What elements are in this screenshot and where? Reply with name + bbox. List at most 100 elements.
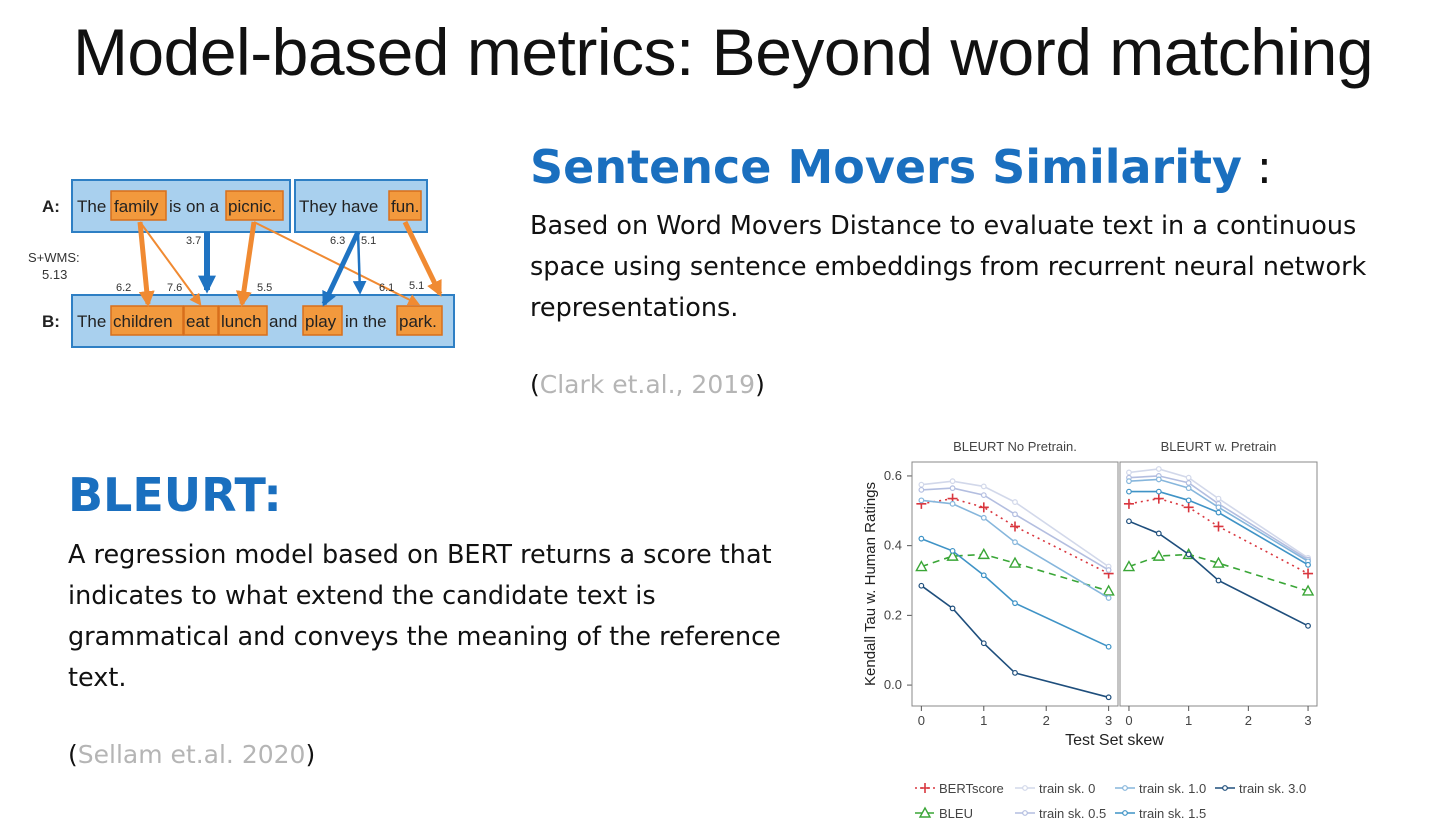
data-point	[1215, 509, 1222, 516]
data-point	[946, 549, 959, 561]
data-point	[949, 547, 956, 554]
data-point	[1155, 530, 1162, 537]
data-point	[1183, 502, 1194, 513]
legend-label: train sk. 1.5	[1139, 806, 1206, 821]
x-tick-label: 1	[980, 713, 987, 728]
word-fun: fun.	[391, 197, 419, 216]
sms-cite-open: (	[530, 370, 540, 399]
sms-heading-colon: :	[1241, 140, 1273, 194]
weight-family-eat: 7.6	[167, 282, 182, 294]
data-point	[918, 481, 925, 488]
legend-label: train sk. 0.5	[1039, 806, 1106, 821]
data-point	[980, 492, 987, 499]
data-point	[1305, 561, 1311, 568]
word-eat: eat	[186, 312, 210, 331]
weight-picnic-park: 6.1	[379, 282, 394, 294]
y-tick-label: 0.2	[884, 607, 902, 622]
data-point	[949, 605, 956, 612]
bleurt-heading: BLEURT:	[68, 468, 282, 522]
legend-label: BERTscore	[939, 781, 1004, 796]
word-play-box	[302, 305, 343, 336]
data-point	[977, 547, 990, 560]
sentence-movers-diagram: The family is on a picnic. They have fun…	[28, 179, 455, 348]
data-point	[1185, 474, 1192, 481]
label-a: A:	[42, 197, 60, 216]
x-tick-label: 3	[1105, 713, 1112, 728]
data-point	[1185, 497, 1192, 504]
data-point	[1123, 498, 1134, 509]
data-point	[1155, 488, 1162, 495]
data-point	[1185, 485, 1192, 492]
weight-picnic-lunch: 5.5	[257, 282, 272, 294]
word-a-the: The	[77, 197, 106, 216]
x-tick-label: 3	[1304, 713, 1311, 728]
sms-heading: Sentence Movers Similarity :	[530, 140, 1272, 194]
sms-cite-close: )	[755, 370, 765, 399]
data-point	[949, 500, 956, 507]
sms-description: Based on Word Movers Distance to evaluat…	[530, 211, 1367, 323]
legend-label: train sk. 0	[1039, 781, 1095, 796]
data-point	[980, 640, 987, 647]
arrow-fun-park	[402, 220, 443, 297]
sms-cite-link[interactable]: Clark et.al., 2019	[539, 370, 756, 399]
data-point	[1126, 518, 1132, 525]
bleurt-citation: (Sellam et.al. 2020)	[68, 740, 315, 769]
data-point	[1102, 584, 1115, 596]
data-point	[1126, 469, 1132, 476]
legend-label: BLEU	[939, 806, 973, 821]
data-point	[1008, 556, 1022, 568]
x-tick-label: 0	[918, 713, 925, 728]
word-children-box	[110, 305, 184, 336]
weight-family-children: 6.2	[116, 282, 131, 294]
bleurt-cite-open: (	[68, 740, 78, 769]
data-point	[1305, 622, 1311, 629]
data-point	[1126, 478, 1132, 485]
data-point	[1213, 521, 1224, 532]
data-point	[1126, 488, 1132, 495]
data-point	[980, 514, 987, 521]
data-point	[1215, 495, 1222, 502]
label-b: B:	[42, 312, 60, 331]
legend-marker	[1122, 785, 1128, 791]
legend-label: train sk. 1.0	[1139, 781, 1206, 796]
data-point	[1155, 466, 1162, 472]
x-tick-label: 2	[1245, 713, 1252, 728]
data-point	[1105, 643, 1112, 650]
word-play: play	[305, 312, 337, 331]
word-park-box	[396, 305, 443, 336]
x-tick-label: 2	[1043, 713, 1050, 728]
data-point	[1185, 480, 1192, 486]
word-lunch-box	[218, 305, 268, 336]
data-point	[949, 485, 956, 492]
word-family-box	[110, 190, 167, 221]
data-point	[1012, 669, 1018, 676]
arrow-a2-b	[352, 231, 367, 295]
bleurt-description: A regression model based on BERT returns…	[68, 540, 781, 693]
weight-a2-b: 5.1	[361, 235, 376, 247]
word-they-have: They have	[299, 197, 378, 216]
sms-heading-text: Sentence Movers Similarity	[530, 140, 1242, 194]
bleurt-cite-link[interactable]: Sellam et.al. 2020	[77, 740, 306, 769]
weight-fun-park: 5.1	[409, 280, 424, 292]
word-b-the: The	[77, 312, 106, 331]
data-point	[915, 560, 928, 572]
word-picnic: picnic.	[228, 197, 276, 216]
bleurt-chart: 0.0 0.2 0.4 0.6 Kendall Tau w. Human Ratings…	[862, 439, 1318, 821]
y-tick-label: 0.6	[884, 468, 902, 483]
data-point	[1012, 511, 1018, 518]
data-point	[1303, 568, 1314, 579]
data-point	[918, 582, 925, 589]
legend-label: train sk. 3.0	[1239, 781, 1306, 796]
score-value: 5.13	[42, 267, 67, 282]
sms-citation: (Clark et.al., 2019)	[530, 370, 765, 399]
data-point	[1122, 560, 1136, 572]
arrow-family-children	[137, 221, 155, 308]
data-point	[980, 572, 987, 579]
word-fun-box	[388, 190, 422, 221]
arrow-picnic-lunch	[235, 221, 257, 308]
data-point	[1215, 504, 1222, 511]
x-tick-label: 1	[1185, 713, 1192, 728]
data-point	[1153, 493, 1164, 504]
data-point	[980, 483, 987, 490]
legend-marker	[1022, 810, 1028, 816]
